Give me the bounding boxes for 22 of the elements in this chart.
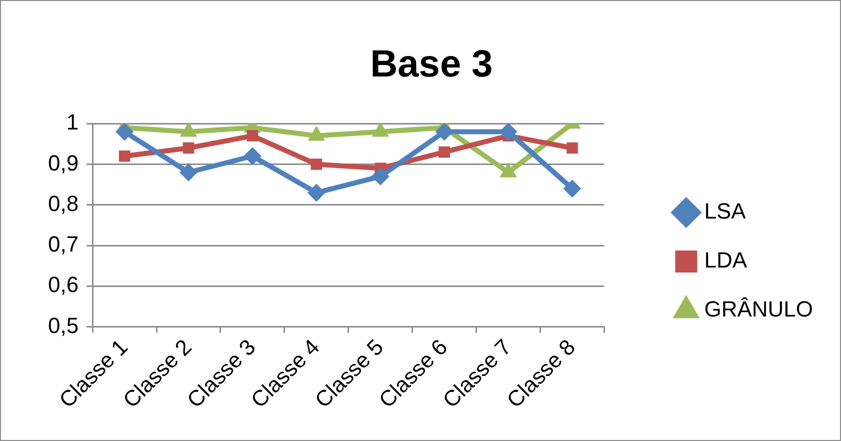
point [243,147,262,166]
point [116,124,134,141]
y-tick-label: 0,8 [48,190,79,216]
chart-title: Base 3 [370,43,493,86]
legend-label: LSA [704,198,746,224]
point [182,142,194,154]
point [371,167,390,186]
point [566,142,578,154]
y-tick-label: 0,9 [48,150,79,176]
legend-label: LDA [704,248,748,273]
y-tick-label: 0,5 [48,312,79,338]
point [246,130,258,142]
y-tick-label: 0,7 [48,232,79,257]
point [310,158,322,170]
point [180,163,198,182]
legend-label: GRÂNULO [704,296,813,322]
y-tick-label: 0,6 [48,272,79,298]
point [118,150,130,162]
point [438,146,450,158]
y-tick-label: 1 [66,110,79,135]
point [563,180,582,198]
point [307,184,326,202]
